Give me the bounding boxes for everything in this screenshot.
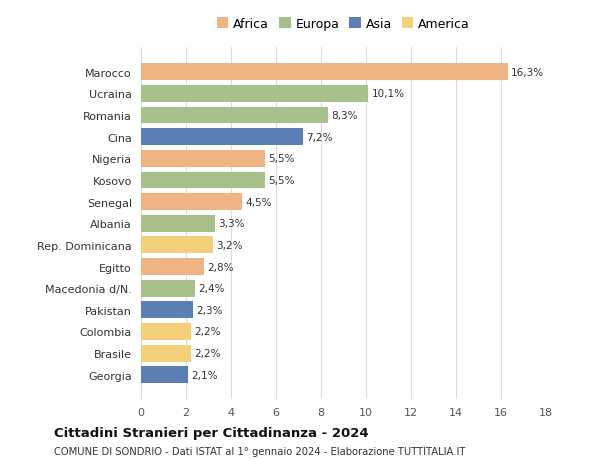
Bar [141, 215, 215, 232]
Bar [141, 172, 265, 189]
Text: 5,5%: 5,5% [268, 176, 295, 185]
Text: 7,2%: 7,2% [307, 132, 333, 142]
Text: 2,4%: 2,4% [199, 284, 225, 294]
Bar [141, 64, 508, 81]
Bar [141, 151, 265, 168]
Bar [141, 237, 213, 254]
Bar [141, 129, 303, 146]
Text: 5,5%: 5,5% [268, 154, 295, 164]
Bar [141, 345, 191, 362]
Bar [141, 86, 368, 103]
Text: 16,3%: 16,3% [511, 67, 544, 78]
Legend: Africa, Europa, Asia, America: Africa, Europa, Asia, America [214, 14, 473, 34]
Text: COMUNE DI SONDRIO - Dati ISTAT al 1° gennaio 2024 - Elaborazione TUTTITALIA.IT: COMUNE DI SONDRIO - Dati ISTAT al 1° gen… [54, 446, 466, 456]
Text: 4,5%: 4,5% [245, 197, 272, 207]
Text: 8,3%: 8,3% [331, 111, 358, 121]
Text: 3,3%: 3,3% [218, 219, 245, 229]
Bar [141, 323, 191, 340]
Text: 2,1%: 2,1% [191, 370, 218, 380]
Text: 10,1%: 10,1% [371, 89, 404, 99]
Bar [141, 367, 188, 383]
Text: 2,8%: 2,8% [208, 262, 234, 272]
Bar [141, 107, 328, 124]
Text: 3,2%: 3,2% [217, 241, 243, 250]
Text: 2,3%: 2,3% [196, 305, 223, 315]
Bar [141, 194, 242, 211]
Text: 2,2%: 2,2% [194, 348, 220, 358]
Bar [141, 302, 193, 319]
Bar [141, 280, 195, 297]
Text: Cittadini Stranieri per Cittadinanza - 2024: Cittadini Stranieri per Cittadinanza - 2… [54, 426, 368, 439]
Text: 2,2%: 2,2% [194, 327, 220, 337]
Bar [141, 258, 204, 275]
